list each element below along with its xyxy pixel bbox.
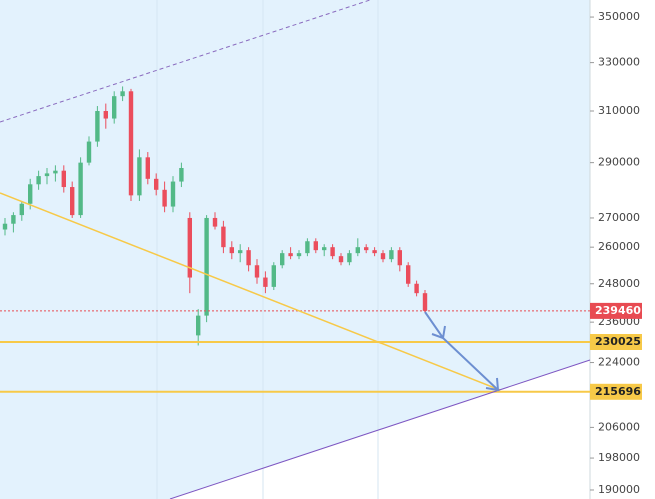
y-tick-label: 310000 — [598, 104, 640, 117]
y-tick-label: 190000 — [598, 483, 640, 496]
candle-body — [28, 184, 33, 204]
candle-body — [263, 277, 268, 287]
candle-body — [347, 253, 352, 263]
candle-body — [397, 250, 402, 266]
plot — [0, 86, 590, 393]
price-label: 239460 — [595, 304, 641, 317]
candle-body — [103, 111, 108, 119]
shaded-area — [0, 0, 590, 499]
candle-body — [137, 157, 142, 196]
price-label: 215696 — [595, 385, 641, 398]
candle-body — [179, 167, 184, 182]
candle-body — [204, 217, 209, 316]
candle-body — [53, 170, 58, 174]
candle-body — [254, 265, 260, 278]
candle-body — [372, 250, 377, 254]
candle-body — [19, 203, 24, 216]
y-tick-label: 350000 — [598, 10, 640, 23]
candle-body — [288, 253, 293, 257]
candle-body — [280, 253, 285, 266]
candle-body — [196, 315, 201, 336]
candle-body — [330, 247, 335, 257]
candle-body — [221, 226, 226, 248]
candle-body — [313, 241, 318, 251]
price-label-box — [590, 333, 642, 350]
y-tick-label: 248000 — [598, 277, 640, 290]
candle-body — [364, 247, 369, 251]
candle-body — [406, 265, 411, 284]
support-trendline — [0, 192, 501, 391]
candle-body — [170, 181, 176, 207]
price-labels: 350000 330000 310000 290000 270000 260000 2480… — [590, 10, 642, 496]
candle-body — [112, 96, 117, 119]
candle-body — [305, 241, 310, 254]
candle-body — [322, 247, 327, 251]
candle-body — [296, 253, 302, 257]
candle-body — [389, 250, 394, 260]
projection-arrow — [424, 311, 500, 392]
candle-body — [380, 253, 386, 260]
candle-body — [246, 250, 251, 266]
candle-body — [238, 250, 243, 254]
candle-body — [162, 189, 167, 207]
candle-body — [187, 217, 192, 278]
candle-body — [2, 223, 8, 230]
candle-body — [36, 176, 41, 185]
candle-body — [120, 91, 125, 97]
candle-body — [355, 247, 360, 254]
candle-body — [338, 256, 344, 263]
candle-body — [414, 283, 419, 294]
y-tick-label: 198000 — [598, 451, 640, 464]
candle-body — [229, 247, 234, 254]
candle-body — [61, 170, 66, 188]
price-label-box — [590, 302, 642, 319]
candle-body — [154, 178, 159, 190]
price-label-box — [590, 383, 642, 400]
y-tick-label: 270000 — [598, 211, 640, 224]
candle-body — [271, 265, 276, 287]
candle-body — [212, 217, 218, 227]
candle-body — [44, 173, 50, 177]
resistance-trendline — [0, 0, 371, 123]
candle-body — [422, 293, 428, 311]
candle-body — [95, 111, 100, 142]
candle-body — [78, 162, 83, 216]
y-tick-label: 260000 — [598, 240, 640, 253]
lower-trendline — [169, 359, 591, 499]
y-tick-label: 290000 — [598, 156, 640, 169]
candle-body — [86, 141, 92, 163]
price-label: 230025 — [595, 335, 641, 348]
y-tick-label: 330000 — [598, 56, 640, 69]
candle-body — [145, 157, 150, 179]
candle-body — [11, 215, 16, 224]
candle-body — [128, 91, 134, 196]
y-tick-label: 206000 — [598, 420, 640, 433]
candle-body — [70, 187, 75, 216]
y-tick-label: 224000 — [598, 356, 640, 369]
